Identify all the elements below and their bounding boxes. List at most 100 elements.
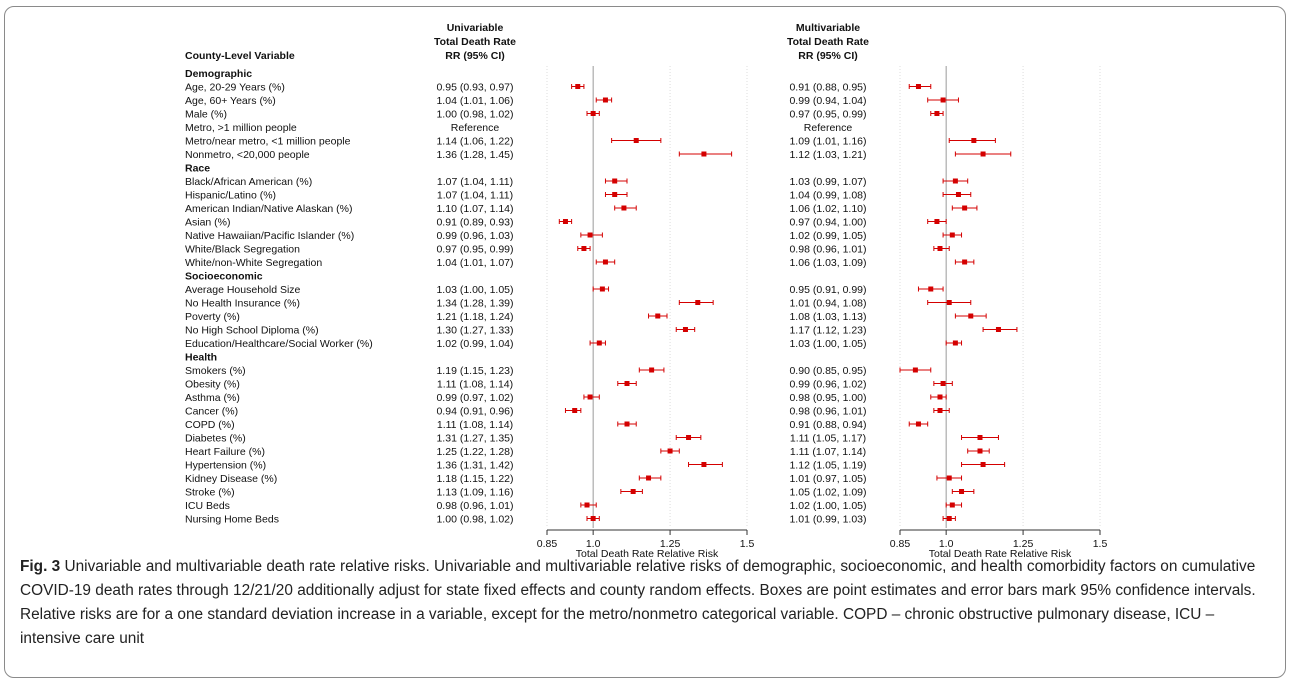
uni-point-estimate: [590, 111, 596, 116]
row-label: Metro, >1 million people: [185, 122, 297, 134]
row-label: Hispanic/Latino (%): [185, 190, 276, 202]
uni-x-tick-label: 1.5: [740, 538, 755, 550]
multi-point-estimate: [946, 475, 952, 481]
multi-header-line-3: RR (95% CI): [798, 50, 858, 62]
multi-point-estimate: [962, 259, 968, 265]
multi-rr-text: 1.03 (0.99, 1.07): [789, 176, 866, 188]
uni-rr-text: 0.99 (0.96, 1.03): [436, 230, 513, 242]
multi-point-estimate: [962, 205, 968, 211]
multi-point-estimate: [946, 516, 952, 521]
uni-rr-text: 1.10 (1.07, 1.14): [436, 203, 513, 215]
multi-rr-text: 1.11 (1.05, 1.17): [790, 433, 866, 445]
uni-rr-text: 1.11 (1.08, 1.14): [437, 379, 513, 391]
uni-point-estimate: [624, 421, 630, 427]
row-label: Average Household Size: [185, 284, 301, 296]
uni-rr-text: 0.95 (0.93, 0.97): [436, 82, 513, 94]
multi-rr-text: 1.12 (1.03, 1.21): [789, 149, 866, 161]
uni-rr-text: 1.31 (1.27, 1.35): [436, 433, 513, 445]
multi-rr-text: 0.90 (0.85, 0.95): [789, 365, 866, 377]
multi-rr-text: Reference: [804, 122, 853, 134]
uni-rr-text: 0.98 (0.96, 1.01): [436, 500, 513, 512]
row-label: Obesity (%): [185, 379, 240, 391]
uni-rr-text: 1.36 (1.28, 1.45): [436, 149, 513, 161]
row-label: Poverty (%): [185, 311, 240, 323]
multi-rr-text: 1.06 (1.02, 1.10): [789, 203, 866, 215]
row-label: ICU Beds: [185, 500, 230, 512]
multi-point-estimate: [995, 327, 1001, 332]
uni-rr-text: 1.30 (1.27, 1.33): [436, 325, 513, 337]
uni-x-axis-label: Total Death Rate Relative Risk: [576, 548, 719, 560]
uni-rr-text: 1.00 (0.98, 1.02): [436, 109, 513, 121]
uni-x-tick-label: 1.0: [586, 538, 601, 550]
multi-rr-text: 0.97 (0.94, 1.00): [789, 217, 866, 229]
uni-point-estimate: [581, 246, 587, 251]
section-header: Demographic: [185, 68, 252, 80]
uni-x-tick-label: 0.85: [537, 538, 558, 550]
uni-rr-text: 1.34 (1.28, 1.39): [436, 298, 513, 310]
row-label: American Indian/Native Alaskan (%): [185, 203, 353, 215]
forest-plot-figure: Univariable Total Death Rate RR (95% CI)…: [185, 22, 1108, 560]
uni-point-estimate: [596, 340, 602, 346]
multi-point-estimate: [937, 394, 943, 400]
multi-rr-text: 1.05 (1.02, 1.09): [789, 487, 866, 499]
multi-x-tick-label: 0.85: [890, 538, 911, 550]
uni-rr-text: 1.04 (1.01, 1.06): [436, 95, 513, 107]
uni-header-line-1: Univariable: [447, 22, 504, 34]
uni-rr-text: 1.04 (1.01, 1.07): [436, 257, 513, 269]
multi-x-tick-label: 1.0: [939, 538, 954, 550]
row-label: Native Hawaiian/Pacific Islander (%): [185, 230, 354, 242]
row-label: Age, 60+ Years (%): [185, 95, 276, 107]
multi-point-estimate: [937, 246, 943, 251]
multi-point-estimate: [955, 192, 961, 197]
uni-rr-text: 1.25 (1.22, 1.28): [436, 446, 513, 458]
row-label: Heart Failure (%): [185, 446, 265, 458]
row-label: Black/African American (%): [185, 176, 312, 188]
uni-rr-text: 1.36 (1.31, 1.42): [436, 460, 513, 472]
uni-rr-text: 1.07 (1.04, 1.11): [437, 190, 513, 202]
multi-rr-text: 0.98 (0.96, 1.01): [789, 406, 866, 418]
caption-text: Univariable and multivariable death rate…: [20, 558, 1256, 647]
uni-rr-text: 1.07 (1.04, 1.11): [437, 176, 513, 188]
rows-layer: Demographic Age, 20-29 Years (%) 0.95 (0.9…: [185, 68, 867, 526]
row-label: Nursing Home Beds: [185, 514, 279, 526]
multi-rr-text: 1.02 (1.00, 1.05): [789, 500, 866, 512]
uni-x-tick-label: 1.25: [660, 538, 681, 550]
multi-x-tick-label: 1.5: [1093, 538, 1108, 550]
uni-rr-text: 0.99 (0.97, 1.02): [436, 392, 513, 404]
multi-rr-text: 1.09 (1.01, 1.16): [789, 136, 866, 148]
uni-point-estimate: [612, 192, 618, 197]
figure-frame: [4, 6, 1286, 678]
row-label: Metro/near metro, <1 million people: [185, 136, 351, 148]
uni-rr-text: 0.97 (0.95, 0.99): [436, 244, 513, 256]
uni-rr-text: 1.21 (1.18, 1.24): [436, 311, 513, 323]
uni-point-estimate: [649, 367, 655, 373]
row-label: Diabetes (%): [185, 433, 246, 445]
multi-rr-text: 0.97 (0.95, 0.99): [789, 109, 866, 121]
uni-point-estimate: [686, 435, 692, 440]
multi-rr-text: 1.11 (1.07, 1.14): [790, 446, 866, 458]
multi-point-estimate: [977, 448, 983, 454]
multi-point-estimate: [937, 408, 943, 413]
marks-layer: [558, 84, 1018, 521]
uni-point-estimate: [646, 475, 652, 481]
uni-rr-text: 0.94 (0.91, 0.96): [436, 406, 513, 418]
multi-rr-text: 1.01 (0.99, 1.03): [789, 514, 866, 526]
multi-rr-text: 1.02 (0.99, 1.05): [789, 230, 866, 242]
multi-rr-text: 1.06 (1.03, 1.09): [789, 257, 866, 269]
row-label: Cancer (%): [185, 406, 238, 418]
uni-rr-text: 1.13 (1.09, 1.16): [436, 487, 513, 499]
uni-point-estimate: [562, 219, 568, 224]
multi-rr-text: 0.95 (0.91, 0.99): [789, 284, 866, 296]
row-label: Hypertension (%): [185, 460, 266, 472]
multi-rr-text: 0.91 (0.88, 0.95): [789, 82, 866, 94]
multi-rr-text: 0.99 (0.94, 1.04): [789, 95, 866, 107]
row-label: Age, 20-29 Years (%): [185, 82, 285, 94]
multi-point-estimate: [946, 300, 952, 305]
multi-rr-text: 1.12 (1.05, 1.19): [789, 460, 866, 472]
multi-x-tick-label: 1.25: [1013, 538, 1034, 550]
uni-point-estimate: [584, 502, 590, 508]
multi-point-estimate: [952, 178, 958, 184]
multi-rr-text: 0.99 (0.96, 1.02): [789, 379, 866, 391]
row-label: Education/Healthcare/Social Worker (%): [185, 338, 373, 350]
row-label: Smokers (%): [185, 365, 246, 377]
